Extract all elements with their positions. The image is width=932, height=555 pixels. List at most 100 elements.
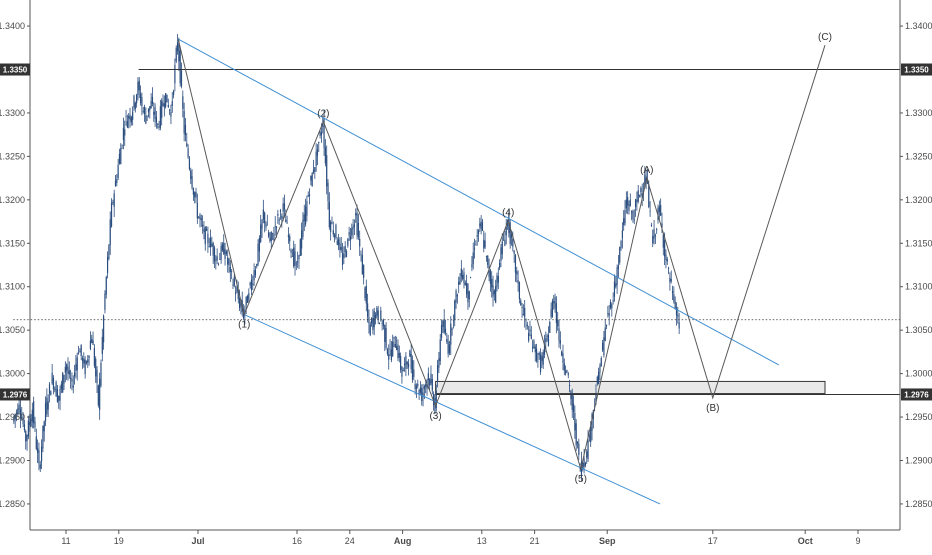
channel-line-0 <box>177 38 780 366</box>
candle-body <box>184 125 187 136</box>
x-tick-labels-group: 11 19 Jul 16 24 Aug 13 21 Sep 17 Oct 9 <box>61 530 861 546</box>
candle-body <box>514 255 517 273</box>
candle-body <box>121 145 123 147</box>
candle-body <box>235 292 237 295</box>
x-tick-label: 13 <box>477 536 487 546</box>
candle-body <box>582 462 584 470</box>
candle-body <box>125 115 127 117</box>
candle-body <box>274 226 276 227</box>
candle-body <box>436 365 439 382</box>
candle-body <box>644 174 646 188</box>
candle-body <box>418 390 420 395</box>
candle-body <box>542 352 544 365</box>
candle-body <box>471 264 473 268</box>
candle-body <box>256 264 258 267</box>
candle-body <box>142 111 144 113</box>
candle-body <box>463 272 465 284</box>
candle-body <box>407 363 410 368</box>
candle-body <box>35 436 37 449</box>
candle-body <box>422 392 424 397</box>
candle-body <box>139 93 142 103</box>
candle-body <box>417 383 419 387</box>
candle-body <box>186 143 188 147</box>
candle-body <box>456 294 458 297</box>
candle-body <box>615 283 617 287</box>
candle-body <box>605 324 608 327</box>
candle-body <box>374 314 377 319</box>
candle-body <box>179 50 181 84</box>
candle-body <box>319 131 321 137</box>
candle-body <box>320 132 323 136</box>
candle-body <box>174 64 176 84</box>
candle-body <box>157 123 159 125</box>
candle-body <box>473 248 476 250</box>
candle-body <box>349 236 352 241</box>
candle-body <box>326 155 328 187</box>
candle-body <box>584 463 587 466</box>
candle-body <box>311 173 313 187</box>
candle-body <box>442 320 444 327</box>
candle-body <box>54 388 56 390</box>
candle-body <box>462 274 464 280</box>
candle-body <box>330 221 332 232</box>
candle-body <box>46 397 48 415</box>
y-tick-label-right: 1.3050 <box>905 325 932 335</box>
candle-body <box>595 394 597 404</box>
candle-body <box>100 362 102 386</box>
candle-body <box>476 235 478 237</box>
candle-body <box>59 388 61 401</box>
candle-body <box>261 219 263 229</box>
candle-body <box>550 309 552 317</box>
candle-body <box>537 361 539 362</box>
candle-body <box>600 357 602 367</box>
candle-body <box>372 318 374 330</box>
candle-body <box>314 167 316 172</box>
candle-body <box>80 344 82 357</box>
candle-body <box>624 209 626 224</box>
candle-body <box>658 206 660 213</box>
candle-body <box>380 310 382 320</box>
candle-body <box>33 401 35 424</box>
candle-body <box>91 338 93 343</box>
candle-body <box>146 115 148 117</box>
candle-body <box>530 334 532 339</box>
candle-body <box>101 336 103 355</box>
x-tick-label: Aug <box>394 536 412 546</box>
candle-body <box>208 246 210 247</box>
candle-body <box>232 284 234 286</box>
wave-label: (B) <box>706 403 719 414</box>
candle-body <box>575 423 577 446</box>
candle-body <box>37 448 39 453</box>
candle-body <box>237 289 239 300</box>
candle-body <box>176 42 179 52</box>
candle-body <box>435 390 437 409</box>
candle-body <box>491 278 493 288</box>
candle-body <box>308 194 311 196</box>
candle-body <box>92 340 94 345</box>
candle-body <box>640 188 642 193</box>
candle-body <box>382 319 385 326</box>
candle-body <box>430 373 432 384</box>
candle-body <box>352 226 354 229</box>
candle-body <box>323 118 325 148</box>
candle-body <box>411 359 414 380</box>
candle-body <box>104 293 106 310</box>
candle-body <box>347 239 349 246</box>
candle-body <box>257 243 259 265</box>
candle-body <box>175 47 177 62</box>
candle-body <box>565 370 567 374</box>
candle-body <box>571 394 573 410</box>
candle-body <box>534 346 536 353</box>
candle-body <box>532 346 534 349</box>
candle-body <box>60 383 62 390</box>
candle-body <box>613 281 616 297</box>
wave-label: (1) <box>238 320 250 331</box>
candle-body <box>386 349 389 354</box>
candle-body <box>334 234 336 237</box>
candle-body <box>353 224 356 227</box>
candle-body <box>315 151 317 167</box>
candle-body <box>233 276 235 286</box>
candle-body <box>623 218 625 226</box>
